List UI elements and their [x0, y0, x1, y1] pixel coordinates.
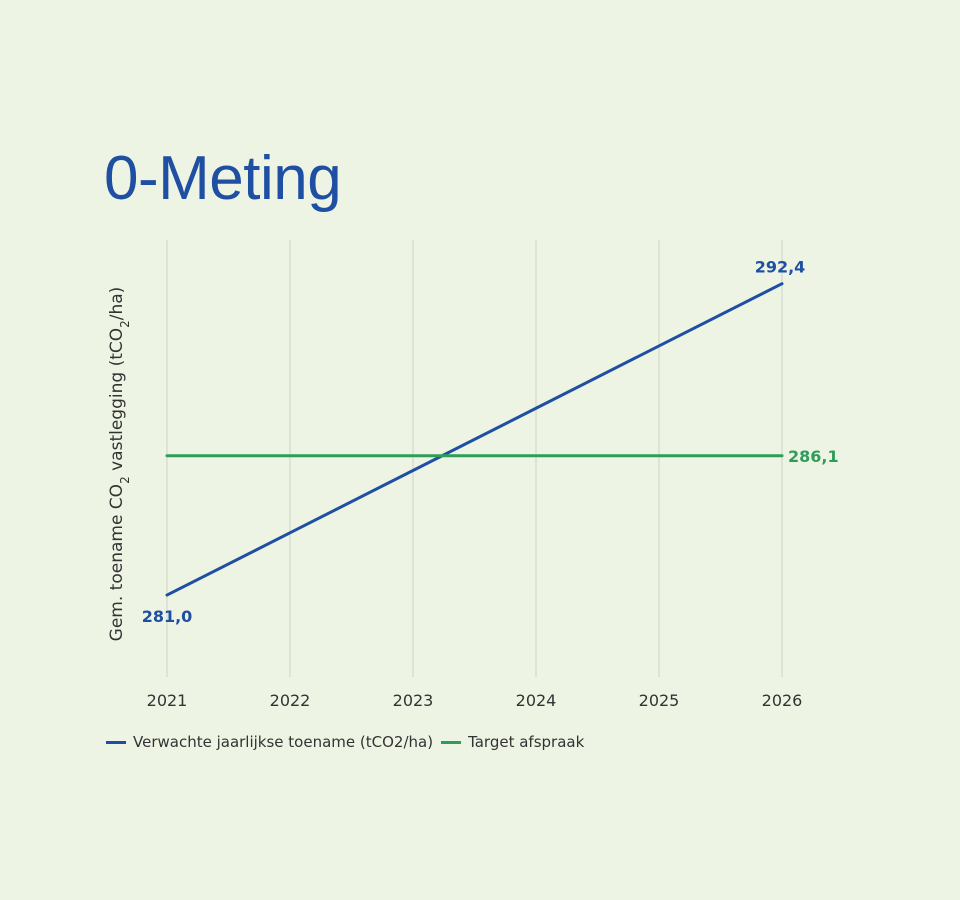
x-tick-2025: 2025: [639, 691, 680, 710]
legend-swatch-target: [441, 740, 462, 744]
y-axis-label: Gem. toename CO2 vastlegging (tCO2/ha): [107, 287, 132, 642]
data-label-0-5: 292,4: [755, 258, 806, 277]
x-tick-2021: 2021: [147, 691, 188, 710]
data-label-1-5: 286,1: [788, 447, 839, 466]
legend-item-expected: Verwachte jaarlijkse toename (tCO2/ha): [106, 733, 433, 751]
legend-swatch-expected: [106, 740, 126, 744]
x-axis-ticks: 2021 2022 2023 2024 2025 2026: [147, 691, 803, 710]
x-tick-2024: 2024: [516, 691, 557, 710]
legend-label-expected: Verwachte jaarlijkse toename (tCO2/ha): [133, 733, 434, 751]
x-tick-2023: 2023: [393, 691, 434, 710]
series-lines: [165, 282, 784, 597]
grid-lines: [166, 240, 783, 677]
chart-title: 0-Meting: [104, 144, 342, 213]
x-tick-2022: 2022: [270, 691, 311, 710]
series-line-0: [165, 282, 784, 597]
legend: Verwachte jaarlijkse toename (tCO2/ha) T…: [106, 733, 592, 751]
legend-label-target: Target afspraak: [468, 733, 585, 751]
data-label-0-0: 281,0: [142, 607, 193, 626]
data-labels: 281,0 292,4 286,1: [142, 258, 839, 626]
x-tick-2026: 2026: [762, 691, 803, 710]
legend-item-target: Target afspraak: [441, 733, 584, 751]
